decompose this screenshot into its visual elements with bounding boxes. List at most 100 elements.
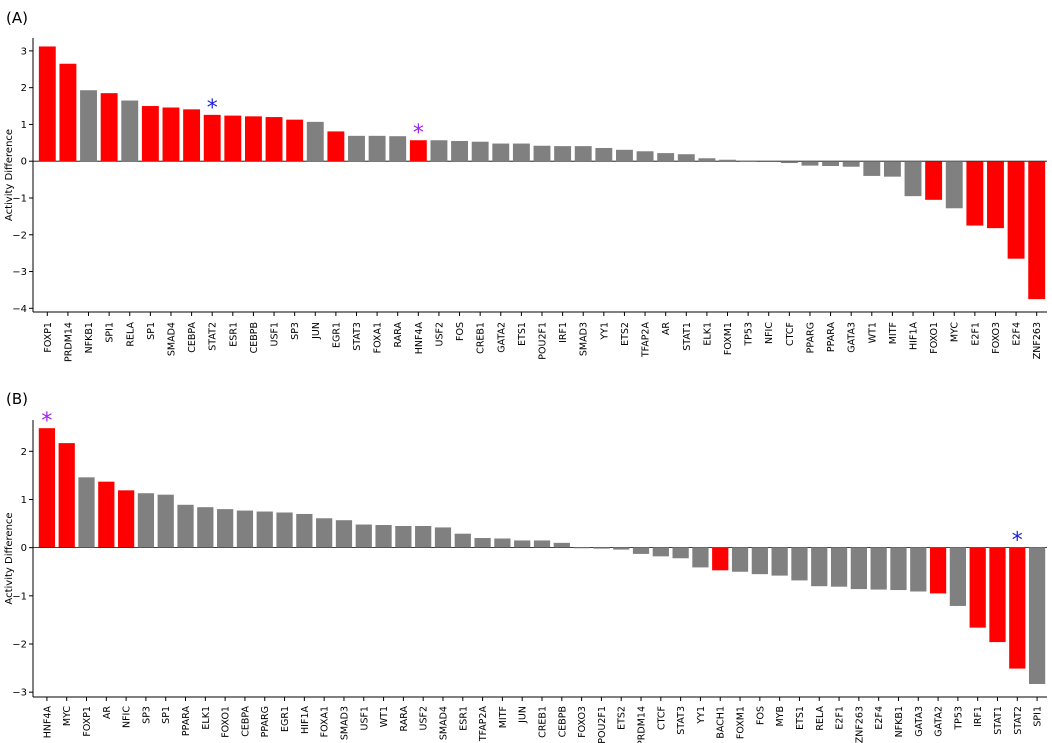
x-tick-label: WT1 (867, 322, 878, 343)
x-tick-label: HIF1A (909, 321, 920, 349)
bar-foxo1 (217, 509, 234, 548)
x-tick-label: STAT2 (208, 322, 219, 351)
x-tick-label: JUN (311, 322, 322, 340)
bar-foxp1 (78, 477, 95, 548)
bar-smad4 (434, 527, 452, 548)
x-tick-label: ELK1 (201, 706, 212, 730)
x-tick-label: GATA3 (847, 322, 858, 353)
annotation-star: * (1012, 529, 1023, 554)
x-tick-label: FOXA1 (373, 322, 384, 353)
bar-stat1 (677, 154, 695, 162)
x-tick-label: NFKB1 (894, 706, 905, 737)
bar-usf1 (265, 117, 283, 162)
x-tick-label: STAT1 (993, 706, 1004, 735)
panel-label: (A) (6, 9, 28, 27)
bar-stat2 (1009, 547, 1026, 669)
x-tick-label: MYC (62, 706, 73, 726)
bar-prdm14 (59, 63, 77, 162)
x-tick-label: ETS1 (795, 706, 806, 730)
bar-stat1 (989, 547, 1006, 643)
x-tick-label: MYC (950, 322, 961, 342)
bar-ets2 (615, 149, 633, 162)
x-tick-label: STAT1 (682, 322, 693, 351)
bar-hnf4a (38, 428, 56, 548)
bar-irf1 (554, 146, 572, 162)
x-tick-label: YY1 (599, 322, 610, 341)
x-tick-label: BACH1 (716, 706, 727, 739)
bar-egr1 (327, 131, 345, 162)
x-tick-label: EGR1 (280, 706, 291, 732)
x-tick-label: USF1 (270, 322, 281, 347)
x-tick-label: JUN (518, 706, 529, 724)
y-tick-label: 2 (21, 447, 27, 458)
x-tick-label: E2F1 (970, 322, 981, 346)
bar-sp3 (286, 119, 304, 162)
bar-gata3 (910, 547, 927, 592)
y-tick-label: −2 (12, 230, 27, 241)
x-tick-label: CREB1 (538, 706, 549, 738)
x-tick-label: MYB (775, 706, 786, 727)
x-tick-label: FOS (455, 322, 466, 341)
bar-rara (395, 525, 412, 548)
panel-label: (B) (6, 390, 28, 408)
bar-foxp1 (38, 46, 56, 162)
x-tick-label: MITF (498, 706, 509, 728)
x-tick-label: RARA (393, 322, 404, 348)
x-tick-label: RELA (125, 322, 136, 347)
bar-tp53 (739, 160, 757, 162)
x-tick-label: USF1 (359, 706, 370, 731)
x-tick-label: SP3 (290, 322, 301, 340)
bar-fos (751, 547, 768, 575)
x-tick-label: ELK1 (702, 322, 713, 346)
bar-foxm1 (731, 547, 749, 572)
x-tick-label: ETS2 (617, 706, 628, 730)
bar-ppara (177, 504, 194, 548)
x-tick-label: EGR1 (331, 322, 342, 348)
bar-elk1 (197, 507, 214, 548)
x-tick-label: FOXM1 (723, 322, 734, 355)
bar-hif1a (904, 161, 922, 197)
bar-rara (389, 136, 407, 162)
bar-yy1 (595, 147, 613, 162)
bar-pou2f1 (533, 145, 551, 162)
bar-e2f1 (830, 547, 848, 587)
x-tick-label: ZNF263 (854, 706, 865, 743)
x-tick-label: SP1 (161, 706, 172, 724)
x-tick-label: FOXO1 (221, 706, 232, 738)
x-tick-label: SPI1 (105, 322, 116, 343)
bar-cebpa (236, 510, 254, 548)
x-tick-label: FOXO3 (577, 706, 588, 738)
bar-nfic (760, 161, 778, 162)
bar-ctcf (652, 547, 669, 557)
x-tick-label: PPARA (826, 322, 837, 353)
y-tick-label: 1 (21, 495, 27, 506)
x-tick-label: ZNF263 (1032, 322, 1043, 359)
x-tick-label: RARA (399, 706, 410, 732)
bar-pparg (256, 511, 273, 548)
bar-stat2 (203, 114, 221, 162)
x-tick-label: E2F1 (835, 706, 846, 730)
x-tick-label: E2F4 (1012, 322, 1023, 346)
x-tick-label: PPARA (181, 706, 192, 737)
bar-wt1 (863, 161, 881, 176)
bar-ar (657, 153, 675, 162)
bar-yy1 (692, 547, 709, 568)
x-tick-label: ESR1 (228, 322, 239, 347)
x-tick-label: FOXP1 (82, 706, 93, 737)
bar-foxo1 (925, 161, 943, 200)
x-tick-label: POU2F1 (597, 706, 608, 743)
bar-gata2 (492, 143, 510, 162)
chart-panel-b: (B) Activity Difference −3 −2 −1 0 1 2 HNF4A MYC F… (4, 390, 1047, 743)
y-axis-label: Activity Difference (4, 129, 15, 221)
bar-jun (306, 121, 324, 162)
x-tick-label: E2F4 (874, 706, 885, 730)
bar-tfap2a (636, 151, 654, 162)
x-tick-label: FOXM1 (736, 706, 747, 739)
bar-hif1a (296, 513, 313, 548)
y-tick-label: −2 (12, 640, 27, 651)
bar-ar (98, 481, 115, 548)
y-tick-label: 0 (21, 543, 27, 554)
bar-bach1 (712, 547, 729, 571)
x-tick-label: RELA (815, 706, 826, 731)
x-tick-label: TP53 (744, 322, 755, 347)
